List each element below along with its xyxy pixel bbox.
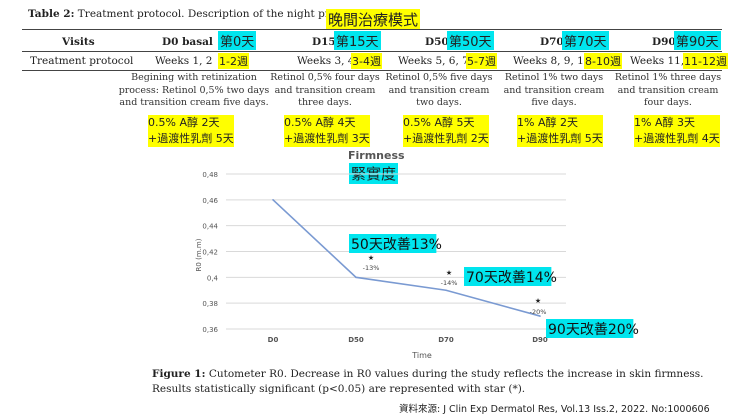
col-3-visit: D70 bbox=[540, 36, 564, 48]
col-3-weeks-cn: 8-10週 bbox=[584, 53, 622, 69]
col-2-description: Retinol 0,5% five days and transition cre… bbox=[385, 72, 493, 108]
night-protocol-cn-label: 晚間治療模式 bbox=[326, 9, 421, 30]
col-1-visit: D15 bbox=[312, 36, 336, 48]
x-tick-label: D90 bbox=[532, 336, 548, 344]
data-point bbox=[355, 276, 357, 279]
col-1-note-cn: 0.5% A醇 4天 +過渡性乳劑 3天 bbox=[284, 115, 370, 147]
figure-caption: Figure 1: Cutometer R0. Decrease in R0 v… bbox=[152, 367, 704, 397]
source-citation: 資料來源: J Clin Exp Dermatol Res, Vol.13 Is… bbox=[399, 404, 710, 415]
table-caption-label: Table 2: bbox=[28, 8, 75, 20]
improvement-note: 70天改善14% bbox=[466, 270, 557, 286]
significance-star: ★ bbox=[446, 269, 452, 277]
chart-gridlines bbox=[226, 173, 566, 330]
col-0-note-cn: 0.5% A醇 2天 +過渡性乳劑 5天 bbox=[148, 115, 234, 147]
data-point bbox=[445, 289, 447, 292]
data-point bbox=[272, 199, 274, 201]
chart-significance: ★-13%50天改善13%★-14% 70天改善14%★-20%90天改善20% bbox=[349, 234, 639, 338]
table-top-rule bbox=[22, 29, 722, 30]
x-tick-label: D0 bbox=[268, 336, 279, 344]
data-point bbox=[539, 315, 541, 317]
figure-caption-label: Figure 1: bbox=[152, 368, 206, 380]
y-tick-label: 0,38 bbox=[202, 300, 218, 308]
significance-label: -20% bbox=[530, 308, 547, 316]
col-2-weeks-cn: 5-7週 bbox=[466, 53, 497, 69]
col-1-weeks-cn: 3-4週 bbox=[351, 53, 382, 69]
series-line bbox=[272, 199, 541, 317]
col-4-visit-cn: 第90天 bbox=[674, 31, 721, 50]
chart-axis-labels: 0,48 0,46 0,44 0,42 0,4 0,38 0,36 D0 D50 D70 D90 Ti… bbox=[195, 171, 548, 360]
chart-title: Firmness bbox=[348, 149, 405, 162]
col-0-weeks-cn: 1-2週 bbox=[218, 53, 249, 69]
y-tick-label: 0,42 bbox=[202, 249, 218, 257]
col-1-visit-cn: 第15天 bbox=[334, 31, 381, 50]
table-row-rule bbox=[22, 70, 722, 71]
improvement-note-bg bbox=[349, 234, 437, 253]
improvement-note-bg bbox=[464, 267, 552, 286]
table-caption: Table 2: Treatment protocol. Description… bbox=[28, 8, 366, 20]
figure-caption-line-2: Results statistically significant (p<0.0… bbox=[152, 383, 526, 395]
col-0-description: Begining with retinization process: Retin… bbox=[118, 72, 270, 108]
col-0-weeks: Weeks 1, 2 bbox=[155, 55, 213, 67]
x-tick-label: D50 bbox=[348, 336, 364, 344]
y-tick-label: 0,36 bbox=[202, 326, 218, 334]
col-3-description: Retinol 1% two days and transition cream f… bbox=[503, 72, 605, 108]
improvement-note: 50天改善13% bbox=[351, 237, 442, 253]
col-0-visit: D0 basal bbox=[162, 36, 213, 48]
improvement-note: 90天改善20% bbox=[548, 322, 639, 338]
table-header-rule bbox=[22, 51, 722, 52]
treatment-protocol-label: Treatment protocol bbox=[30, 55, 134, 67]
y-tick-label: 0,46 bbox=[202, 197, 218, 205]
col-3-note-cn: 1% A醇 2天 +過渡性乳劑 5天 bbox=[517, 115, 603, 147]
significance-star: ★ bbox=[368, 254, 374, 262]
improvement-note-bg bbox=[546, 319, 634, 338]
col-3-visit-cn: 第70天 bbox=[562, 31, 609, 50]
significance-label: -14% bbox=[441, 279, 458, 287]
col-2-visit: D50 bbox=[425, 36, 449, 48]
col-2-visit-cn: 第50天 bbox=[447, 31, 494, 50]
col-3-weeks: Weeks 8, 9, 10 bbox=[513, 55, 591, 67]
col-0-visit-cn: 第0天 bbox=[218, 31, 257, 50]
chart-title-cn: 緊實度 bbox=[349, 163, 399, 184]
chart-series bbox=[272, 199, 541, 317]
significance-label: -13% bbox=[363, 264, 380, 272]
figure-caption-line-1: Cutometer R0. Decrease in R0 values duri… bbox=[205, 368, 704, 380]
col-4-visit: D90 bbox=[652, 36, 676, 48]
y-tick-label: 0,44 bbox=[202, 223, 218, 231]
col-4-note-cn: 1% A醇 3天 +過渡性乳劑 4天 bbox=[634, 115, 720, 147]
col-4-weeks-cn: 11-12週 bbox=[683, 53, 728, 69]
x-tick-label: D70 bbox=[438, 336, 454, 344]
col-4-description: Retinol 1% three days and transition crea… bbox=[614, 72, 722, 108]
y-tick-label: 0,4 bbox=[207, 274, 219, 282]
col-2-weeks: Weeks 5, 6, 7 bbox=[398, 55, 469, 67]
col-1-description: Retinol 0,5% four days and transition cre… bbox=[270, 72, 380, 108]
col-2-note-cn: 0.5% A醇 5天 +過渡性乳劑 2天 bbox=[403, 115, 489, 147]
x-axis-label: Time bbox=[411, 351, 432, 360]
significance-star: ★ bbox=[535, 297, 541, 305]
y-tick-label: 0,48 bbox=[202, 171, 218, 179]
visits-header: Visits bbox=[62, 36, 95, 48]
col-1-weeks: Weeks 3, 4 bbox=[297, 55, 355, 67]
table-caption-text: Treatment protocol. Description of the n… bbox=[74, 8, 366, 20]
y-axis-label: R0 (m.m) bbox=[195, 238, 203, 271]
